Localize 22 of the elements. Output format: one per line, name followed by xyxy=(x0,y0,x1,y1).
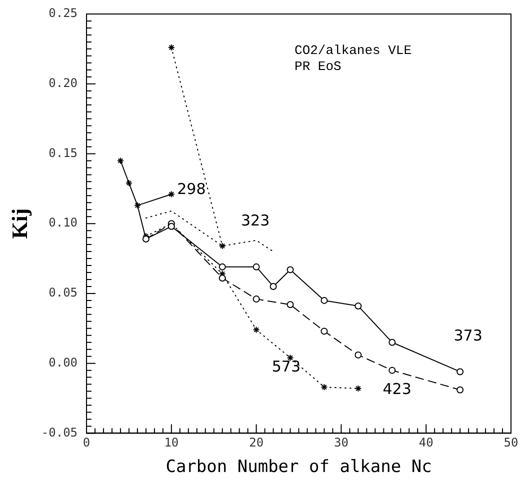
y-tick-label: 0.25 xyxy=(48,6,78,20)
series-label: 298 xyxy=(177,180,206,198)
y-tick-label: 0.20 xyxy=(48,76,78,90)
series-label: 573 xyxy=(272,357,301,376)
x-tick-label: 10 xyxy=(164,436,179,450)
y-tick-label: 0.00 xyxy=(48,355,78,370)
x-tick-label: 20 xyxy=(249,436,264,450)
y-tick-label: 0.10 xyxy=(48,216,78,230)
y-tick-label: 0.05 xyxy=(48,286,78,300)
y-axis-title: Kij xyxy=(6,208,32,239)
series-label: 323 xyxy=(240,211,270,230)
y-tick-label: -0.05 xyxy=(41,425,78,440)
x-tick-label: 50 xyxy=(504,436,518,450)
y-tick-label: 0.15 xyxy=(48,146,78,160)
x-tick-label: 0 xyxy=(82,436,90,450)
x-axis-title: Carbon Number of alkane Nc xyxy=(166,457,432,478)
x-tick-label: 40 xyxy=(418,436,434,450)
x-tick-label: 30 xyxy=(334,436,348,450)
series-label: 373 xyxy=(454,326,482,345)
annotation: PR EoS xyxy=(294,58,342,74)
series-label: 423 xyxy=(382,380,412,398)
annotation: CO2/alkanes VLE xyxy=(294,42,412,58)
